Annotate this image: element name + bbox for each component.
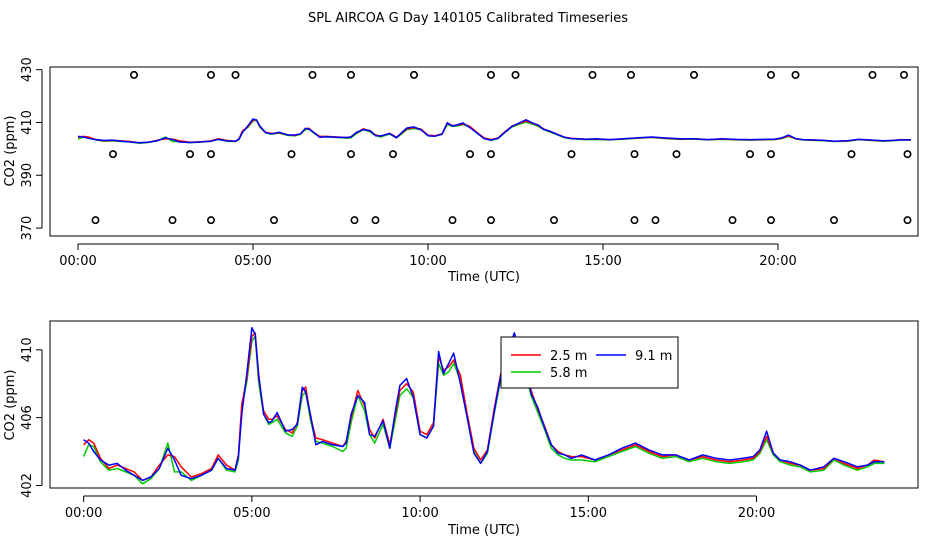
calibration-point-low [903, 216, 912, 225]
overview-calibration-points [91, 70, 912, 225]
x-tick-label: 20:00 [738, 506, 775, 521]
calibration-point-high [486, 70, 495, 79]
y-tick-label: 406 [20, 405, 35, 430]
overview-y-label: CO2 (ppm) [3, 115, 18, 186]
overview-plot-frame [49, 66, 919, 237]
detail-y-axis: 402 406 410 [20, 337, 43, 498]
calibration-point-mid [903, 150, 912, 159]
detail-series-lines [82, 327, 885, 485]
y-tick-label: 430 [20, 57, 35, 82]
calibration-point-mid [486, 150, 495, 159]
y-tick-label: 370 [20, 216, 35, 241]
calibration-point-high [689, 70, 698, 79]
detail-series-9-1-m [83, 327, 885, 482]
x-tick-label: 05:00 [233, 506, 270, 521]
overview-series-lines [77, 118, 912, 145]
calibration-point-mid [465, 150, 474, 159]
calibration-point-low [549, 216, 558, 225]
x-tick-label: 15:00 [570, 506, 607, 521]
legend-label-9-1m: 9.1 m [635, 349, 672, 364]
calibration-point-low [168, 216, 177, 225]
overview-x-axis: 00:00 05:00 10:00 15:00 20:00 [59, 243, 797, 269]
overview-y-axis: 370 390 410 430 [20, 57, 43, 241]
calibration-point-mid [672, 150, 681, 159]
detail-x-label: Time (UTC) [447, 523, 520, 538]
detail-plot-frame [49, 320, 919, 489]
overview-x-label: Time (UTC) [447, 270, 520, 285]
y-tick-label: 410 [20, 337, 35, 362]
x-tick-label: 20:00 [759, 254, 796, 269]
x-tick-label: 00:00 [59, 254, 96, 269]
y-tick-label: 402 [20, 473, 35, 498]
calibration-point-low [448, 216, 457, 225]
calibration-point-mid [346, 150, 355, 159]
calibration-point-low [350, 216, 359, 225]
calibration-point-low [829, 216, 838, 225]
calibration-point-low [269, 216, 278, 225]
legend-label-2-5m: 2.5 m [550, 349, 587, 364]
calibration-point-high [231, 70, 240, 79]
calibration-point-low [207, 216, 216, 225]
detail-series-5-8-m [82, 335, 885, 485]
calibration-point-mid [388, 150, 397, 159]
legend-label-5-8m: 5.8 m [550, 366, 587, 381]
calibration-point-mid [745, 150, 754, 159]
calibration-point-mid [630, 150, 639, 159]
y-tick-label: 390 [20, 163, 35, 188]
calibration-point-low [630, 216, 639, 225]
detail-x-axis: 00:00 05:00 10:00 15:00 20:00 [65, 495, 775, 521]
calibration-point-low [728, 216, 737, 225]
calibration-point-low [91, 216, 100, 225]
calibration-point-mid [847, 150, 856, 159]
calibration-point-high [511, 70, 520, 79]
calibration-point-high [409, 70, 418, 79]
calibration-point-mid [567, 150, 576, 159]
legend-box [500, 336, 679, 389]
x-tick-label: 15:00 [584, 254, 621, 269]
overview-panel: 00:00 05:00 10:00 15:00 20:00 370 390 410 430 T… [3, 57, 919, 285]
x-tick-label: 05:00 [234, 254, 271, 269]
calibration-point-high [766, 70, 775, 79]
calibration-point-high [346, 70, 355, 79]
calibration-point-high [868, 70, 877, 79]
calibration-point-high [626, 70, 635, 79]
calibration-point-low [486, 216, 495, 225]
calibration-point-mid [766, 150, 775, 159]
calibration-point-high [588, 70, 597, 79]
calibration-point-low [371, 216, 380, 225]
y-tick-label: 410 [20, 110, 35, 135]
detail-panel: 00:00 05:00 10:00 15:00 20:00 402 406 410 Time… [3, 320, 919, 538]
calibration-point-mid [207, 150, 216, 159]
calibration-point-mid [287, 150, 296, 159]
calibration-point-high [899, 70, 908, 79]
detail-y-label: CO2 (ppm) [3, 369, 18, 440]
calibration-point-low [766, 216, 775, 225]
calibration-point-low [651, 216, 660, 225]
x-tick-label: 10:00 [401, 506, 438, 521]
calibration-point-high [791, 70, 800, 79]
calibration-point-mid [186, 150, 195, 159]
chart-title: SPL AIRCOA G Day 140105 Calibrated Times… [308, 11, 628, 26]
calibration-point-mid [109, 150, 118, 159]
detail-legend: 2.5 m 9.1 m 5.8 m [500, 336, 679, 389]
x-tick-label: 10:00 [409, 254, 446, 269]
calibration-point-high [130, 70, 139, 79]
calibration-point-high [207, 70, 216, 79]
overview-series-9-1-m [77, 118, 911, 144]
calibration-point-high [308, 70, 317, 79]
x-tick-label: 00:00 [65, 506, 102, 521]
